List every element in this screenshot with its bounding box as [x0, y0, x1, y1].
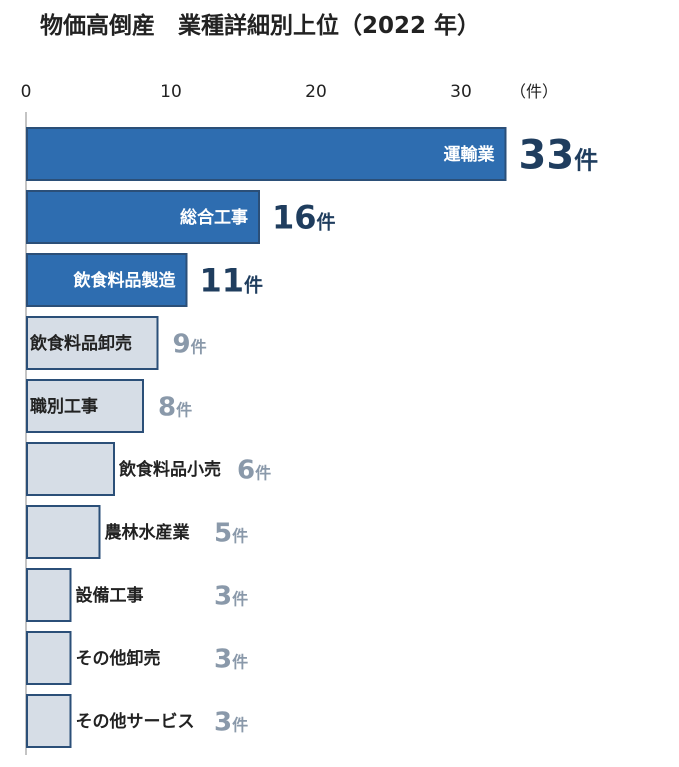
category-label: 飲食料品卸売 — [29, 333, 132, 354]
x-tick-label: 0 — [21, 82, 32, 102]
category-label: 飲食料品小売 — [118, 459, 221, 480]
category-label: 飲食料品製造 — [73, 270, 177, 291]
bar — [26, 316, 159, 370]
bar — [26, 631, 72, 685]
value-label: 6件 — [237, 455, 271, 485]
category-label: 設備工事 — [76, 585, 144, 606]
bar — [26, 568, 72, 622]
value-label: 16件 — [272, 199, 336, 237]
category-label: 運輸業 — [444, 144, 495, 165]
category-label: その他卸売 — [76, 648, 161, 669]
value-label: 11件 — [200, 262, 264, 300]
chart-title: 物価高倒産 業種詳細別上位（2022 年） — [40, 12, 480, 39]
bar — [26, 505, 101, 559]
value-label: 9件 — [173, 329, 207, 359]
x-tick-label: 20 — [305, 82, 327, 102]
category-label: その他サービス — [76, 711, 195, 732]
value-label: 3件 — [214, 644, 248, 674]
value-label: 3件 — [214, 581, 248, 611]
value-label: 8件 — [158, 392, 192, 422]
bar — [26, 127, 507, 181]
category-label: 総合工事 — [180, 207, 248, 228]
x-tick-label: 30 — [450, 82, 472, 102]
category-label: 農林水産業 — [105, 522, 190, 543]
category-label: 職別工事 — [30, 396, 98, 417]
value-label: 3件 — [214, 707, 248, 737]
axis-unit-label: （件） — [510, 82, 558, 101]
value-label: 33件 — [519, 132, 599, 178]
x-tick-label: 10 — [160, 82, 182, 102]
bar — [26, 694, 72, 748]
value-label: 5件 — [214, 518, 248, 548]
bar — [26, 442, 115, 496]
bar — [26, 379, 144, 433]
bar — [26, 190, 260, 244]
bar — [26, 253, 188, 307]
